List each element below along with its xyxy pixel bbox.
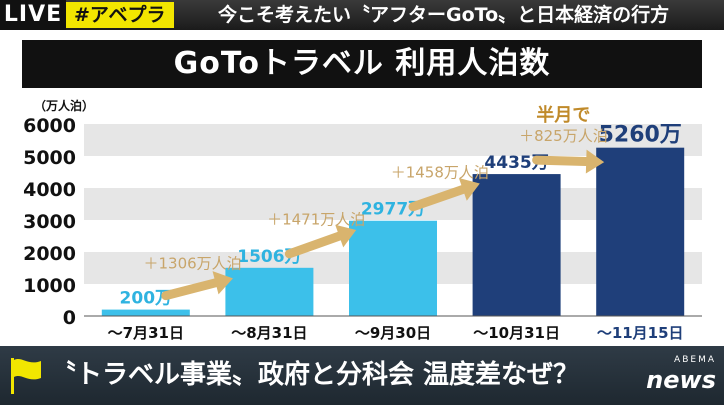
increment-arrow — [284, 230, 348, 259]
bar — [349, 220, 437, 316]
bar — [101, 309, 190, 316]
y-tick-label: 1000 — [23, 275, 76, 297]
category-label: ～8月31日 — [231, 324, 307, 342]
bar-value-label: 5260万 — [599, 123, 682, 148]
category-label: ～9月30日 — [355, 324, 431, 342]
bar — [472, 174, 561, 316]
increment-arrow — [532, 155, 595, 167]
increment-arrowhead — [335, 224, 357, 248]
increment-label: ＋1458万人泊 — [391, 163, 489, 181]
bar — [225, 267, 314, 316]
hashtag-label: #アベプラ — [66, 2, 174, 28]
ticker-headline: 今こそ考えたい〝アフターGoTo〟と日本経済の行方 — [218, 4, 670, 26]
bar — [596, 147, 685, 316]
increment-arrowhead — [458, 178, 480, 201]
live-badge: LIVE — [0, 0, 66, 30]
bar-value-label: 200万 — [120, 289, 173, 309]
y-tick-label: 2000 — [23, 243, 76, 265]
y-axis-label: （万人泊） — [34, 98, 94, 113]
y-tick-label: 3000 — [23, 211, 76, 233]
increment-arrow — [408, 183, 472, 212]
y-tick-label: 0 — [63, 307, 76, 329]
increment-arrow — [161, 277, 224, 301]
increment-arrowhead — [585, 149, 605, 174]
increment-label: ＋1471万人泊 — [267, 210, 365, 228]
increment-label: ＋825万人泊 — [519, 127, 608, 145]
abema-logo-top: ABEMA — [674, 355, 716, 365]
abema-logo-news: news — [646, 366, 716, 394]
flag-icon — [11, 358, 41, 394]
category-label: ～10月31日 — [473, 324, 560, 342]
y-tick-label: 6000 — [23, 115, 76, 137]
increment-label: ＋1306万人泊 — [144, 255, 242, 273]
category-label: ～7月31日 — [108, 324, 184, 342]
caption-text: 〝トラベル事業〟政府と分科会 温度差なぜ？ — [50, 360, 580, 390]
abema-news-logo: ABEMA news — [624, 354, 716, 398]
y-tick-label: 4000 — [23, 179, 76, 201]
annotation-label: 半月で — [536, 104, 590, 126]
chart-svg: 0 1000 2000 3000 4000 5000 6000 （万人泊） 200万 ～7月31日… — [23, 98, 702, 342]
increment-arrowhead — [212, 271, 233, 295]
chart-title: GoToトラベル 利用人泊数 — [22, 40, 702, 88]
y-tick-label: 5000 — [23, 147, 76, 169]
chart: 0 1000 2000 3000 4000 5000 6000 （万人泊） 200万 ～7月31日… — [0, 88, 724, 346]
caption-bar: 〝トラベル事業〟政府と分科会 温度差なぜ？ ABEMA news — [0, 346, 724, 405]
category-label: ～11月15日 — [597, 324, 684, 342]
ticker-bar: LIVE #アベプラ 今こそ考えたい〝アフターGoTo〟と日本経済の行方 — [0, 0, 724, 30]
